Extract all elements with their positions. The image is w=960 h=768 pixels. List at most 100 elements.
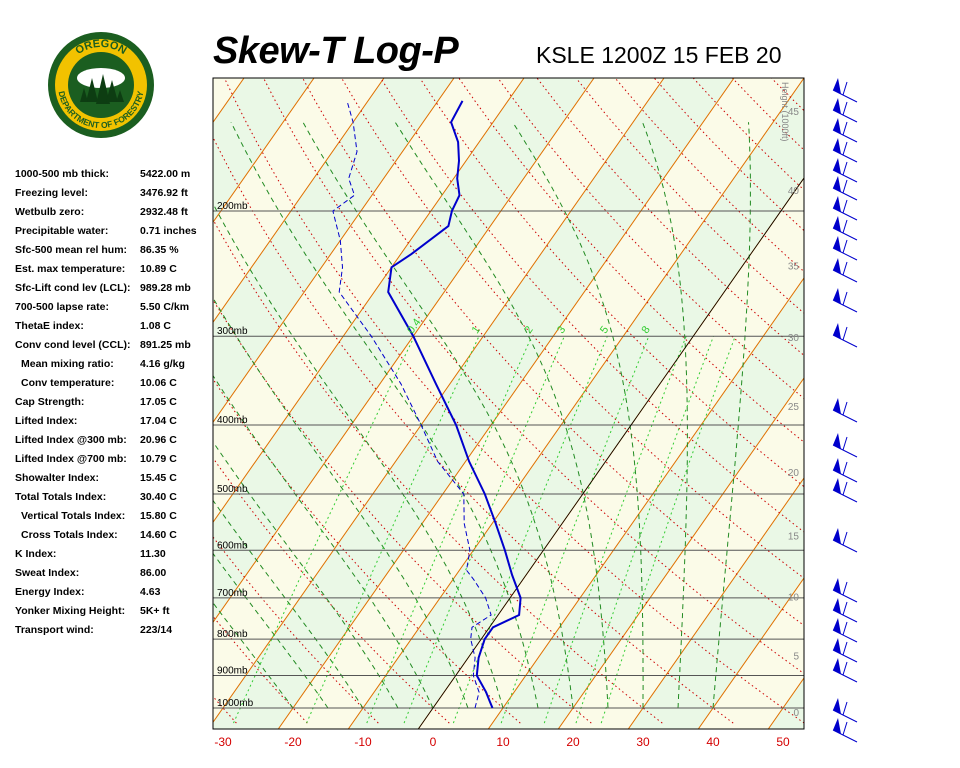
x-tick-label: -10 — [354, 735, 372, 749]
pressure-label: 1000mb — [217, 698, 254, 709]
moist-adiabat-line — [213, 202, 504, 709]
x-tick-label: 30 — [636, 735, 650, 749]
wind-barb-flag — [833, 578, 841, 594]
wind-barb-flag — [833, 258, 841, 274]
x-tick-label: 40 — [706, 735, 720, 749]
wind-barb-feather — [842, 101, 848, 116]
sounding-profiles — [332, 100, 522, 709]
index-row: Vertical Totals Index: 15.80 C — [15, 510, 215, 529]
mixing-ratio-labels: 0.4 1 2 3 5 8 — [405, 317, 653, 336]
wind-barb-feather — [842, 121, 848, 136]
pressure-label: 900mb — [217, 665, 248, 676]
index-label: K Index: — [15, 548, 57, 560]
index-row: Wetbulb zero: 2932.48 ft — [15, 206, 215, 225]
wind-barb-flag — [833, 458, 841, 474]
index-row: Lifted Index: 17.04 C — [15, 415, 215, 434]
index-label: Est. max temperature: — [15, 263, 126, 275]
wind-barb-feather — [842, 661, 848, 676]
wind-barbs-column — [832, 78, 858, 743]
index-value: 11.30 — [140, 548, 166, 560]
index-label: Conv temperature: — [21, 377, 115, 389]
mixing-ratio-line — [403, 336, 565, 724]
wind-barb-icon — [832, 323, 858, 348]
wind-barb-staff — [832, 207, 858, 221]
index-row: Transport wind: 223/14 — [15, 624, 215, 643]
index-value: 17.04 C — [140, 415, 177, 427]
x-tick-label: 10 — [496, 735, 510, 749]
pressure-label: 800mb — [217, 629, 248, 640]
dry-adiabat-line — [692, 78, 804, 191]
stability-indices-panel: 1000-500 mb thick: 5422.00 m Freezing leve… — [15, 168, 215, 643]
mixing-ratio-label: 5 — [598, 324, 611, 336]
index-label: Cap Strength: — [15, 396, 85, 408]
wind-barb-icon — [832, 433, 858, 458]
index-value: 0.71 inches — [140, 225, 197, 237]
mixing-ratio-line — [575, 336, 714, 724]
index-value: 30.40 C — [140, 491, 177, 503]
dewpoint-profile-line — [332, 100, 492, 709]
index-value: 4.16 g/kg — [140, 358, 185, 370]
wind-barb-feather — [842, 701, 848, 716]
index-value: 5K+ ft — [140, 605, 170, 617]
dry-adiabat-line — [653, 78, 804, 232]
dry-adiabat-line — [458, 78, 804, 443]
wind-barb-flag — [833, 176, 841, 192]
isotherm-line — [347, 78, 804, 729]
wind-barb-flag — [833, 158, 841, 174]
index-row: Cap Strength: 17.05 C — [15, 396, 215, 415]
wind-barb-flag — [833, 98, 841, 114]
dry-adiabat-line — [536, 78, 804, 357]
plot-frame — [212, 77, 805, 730]
dry-adiabat-line — [419, 78, 804, 488]
index-label: Conv cond level (CCL): — [15, 339, 131, 351]
height-tick-label: 45 — [788, 107, 800, 118]
pressure-label: 700mb — [217, 588, 248, 599]
wind-barb-feather — [842, 436, 848, 451]
wind-barb-flag — [833, 528, 841, 544]
chart-title: Skew-T Log-P — [213, 30, 459, 72]
wind-barb-icon — [832, 698, 858, 723]
logo-trees-icon — [80, 74, 124, 104]
isotherm-line — [627, 477, 804, 729]
index-value: 15.45 C — [140, 472, 177, 484]
x-tick-label: -30 — [214, 735, 232, 749]
index-label: Lifted Index @700 mb: — [15, 453, 127, 465]
index-row: Conv cond level (CCL): 891.25 mb — [15, 339, 215, 358]
wind-barb-flag — [833, 118, 841, 134]
index-row: Energy Index: 4.63 — [15, 586, 215, 605]
index-value: 1.08 C — [140, 320, 171, 332]
isotherm-line — [277, 78, 735, 729]
mixing-ratio-lines — [233, 335, 736, 724]
moist-adiabat-line — [302, 121, 574, 709]
moist-adiabat-line — [512, 121, 644, 708]
wind-barb-feather — [842, 601, 848, 616]
wind-barb-icon — [832, 578, 858, 603]
x-tick-label: 20 — [566, 735, 580, 749]
wind-barb-icon — [832, 216, 858, 241]
index-value: 14.60 C — [140, 529, 177, 541]
index-label: Lifted Index: — [15, 415, 78, 427]
dry-adiabat-line — [614, 78, 804, 273]
wind-barb-staff — [832, 187, 858, 201]
wind-barb-feather — [842, 291, 848, 306]
wind-barb-icon — [832, 458, 858, 483]
wind-barb-icon — [832, 138, 858, 163]
moist-adiabat-line — [712, 122, 751, 709]
mixing-ratio-label: 3 — [555, 324, 568, 336]
wind-barb-feather — [842, 239, 848, 254]
mixing-ratio-line — [233, 335, 415, 724]
wind-barb-icon — [832, 98, 858, 123]
dry-adiabat-line — [262, 78, 804, 675]
index-value: 15.80 C — [140, 510, 177, 522]
index-label: 1000-500 mb thick: — [15, 168, 109, 180]
wind-barb-feather — [842, 199, 848, 214]
wind-barb-flag — [833, 658, 841, 674]
wind-barb-flag — [833, 698, 841, 714]
wind-barb-feather — [842, 401, 848, 416]
isobar-lines — [213, 210, 804, 709]
index-row: Cross Totals Index: 14.60 C — [15, 529, 215, 548]
index-label: Freezing level: — [15, 187, 88, 199]
index-row: 1000-500 mb thick: 5422.00 m — [15, 168, 215, 187]
wind-barb-feather — [842, 461, 848, 476]
mixing-ratio-label: 8 — [639, 324, 652, 336]
